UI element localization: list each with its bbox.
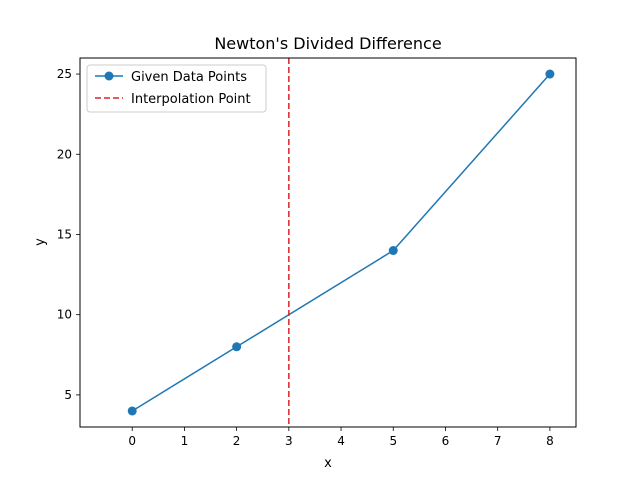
plot-content xyxy=(127,58,555,427)
chart-title: Newton's Divided Difference xyxy=(214,34,441,53)
y-tick-label: 25 xyxy=(57,67,72,81)
y-tick-label: 20 xyxy=(57,147,72,161)
data-point xyxy=(388,246,398,256)
x-tick-label: 6 xyxy=(442,434,450,448)
x-axis-label: x xyxy=(324,456,332,471)
x-tick-label: 5 xyxy=(389,434,397,448)
legend-label-interpolation-point: Interpolation Point xyxy=(131,92,251,107)
data-point xyxy=(545,69,555,79)
data-point xyxy=(127,406,137,416)
plot-frame xyxy=(79,57,577,428)
legend-label-given-data-points: Given Data Points xyxy=(131,70,247,85)
series-line xyxy=(131,73,551,412)
legend-series-marker xyxy=(104,71,114,81)
x-tick-label: 4 xyxy=(337,434,345,448)
x-tick-label: 3 xyxy=(285,434,293,448)
y-axis-label: y xyxy=(33,238,48,246)
x-tick-label: 7 xyxy=(494,434,502,448)
x-tick-label: 2 xyxy=(233,434,241,448)
data-point xyxy=(232,342,242,352)
legend-box xyxy=(86,64,267,113)
y-axis-ticks: 5 10 15 20 25 xyxy=(57,67,80,402)
y-tick-label: 10 xyxy=(57,308,72,322)
legend: Given Data Points Interpolation Point xyxy=(86,64,267,113)
x-axis-ticks: 0 1 2 3 4 5 6 7 8 xyxy=(128,427,554,448)
x-tick-label: 1 xyxy=(181,434,189,448)
x-tick-label: 8 xyxy=(546,434,554,448)
y-tick-label: 15 xyxy=(57,227,72,241)
y-tick-label: 5 xyxy=(64,388,72,402)
x-tick-label: 0 xyxy=(128,434,136,448)
